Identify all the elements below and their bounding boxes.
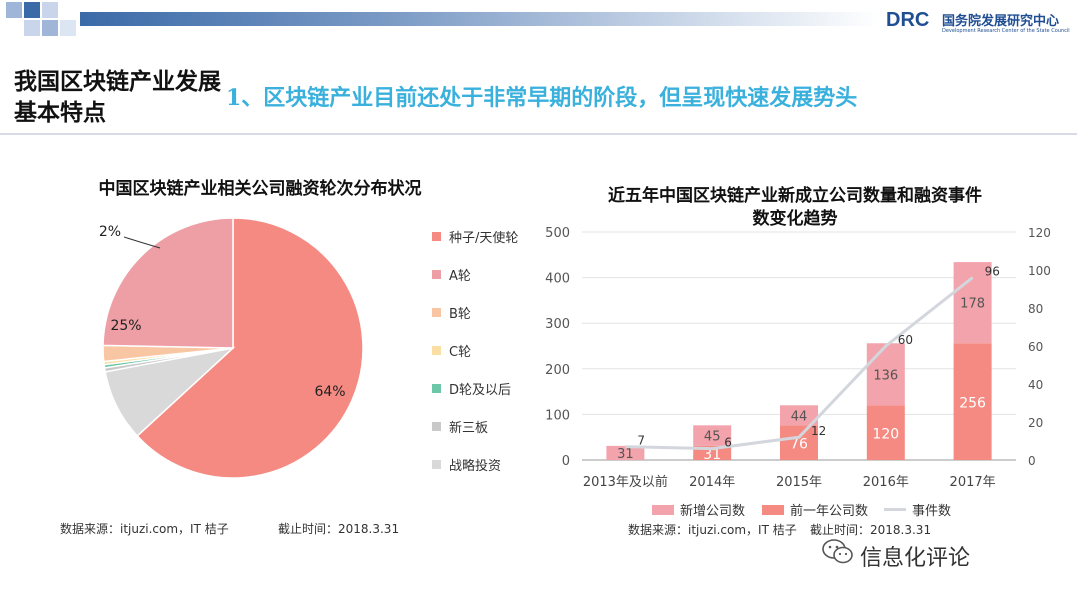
logo-name: 国务院发展研究中心 [942,14,1060,29]
bar-previous-year [780,425,818,460]
y2-tick-label: 20 [1028,416,1043,430]
bar-label-new: 45 [704,430,721,445]
legend-swatch [432,422,441,431]
legend-label: A轮 [449,269,471,284]
y2-tick-label: 100 [1028,264,1051,278]
bar-previous-year [866,405,905,460]
bar-label-previous: 256 [959,396,986,412]
pie-slice-0 [136,217,364,479]
legend-label: 种子/天使轮 [449,231,519,246]
legend-swatch [884,508,906,511]
headline: 1、区块链产业目前还处于非常早期的阶段，但呈现快速发展势头 [226,85,858,111]
pie-label-5: 2% [99,224,121,240]
legend-label: 新增公司数 [680,504,746,519]
legend-swatch [652,505,674,515]
pie-legend-item: 战略投资 [432,455,502,474]
legend-swatch [432,460,441,469]
line-point-label: 6 [724,436,732,450]
line-point-label: 60 [898,333,913,347]
pie-leader-line [123,236,161,249]
bar-source: 数据来源：itjuzi.com，IT 桔子 [628,523,797,537]
pie-chart-title: 中国区块链产业相关公司融资轮次分布状况 [98,179,422,199]
legend-label: 新三板 [449,421,489,436]
pie-label-0: 64% [314,384,345,400]
pie-legend-item: B轮 [432,303,471,322]
bar-chart: 0 100 200 300 400 500 0 20 40 60 80 100 120 31 2013年及以… [545,226,1051,490]
legend-label: 前一年公司数 [790,504,869,519]
bar-label-previous: 76 [790,437,808,453]
title-divider [0,133,1077,135]
legend-swatch [432,308,441,317]
y-tick-label: 400 [545,272,570,287]
bar-new-companies [866,343,905,406]
bar-legend-item: 事件数 [884,500,951,519]
pie-legend-item: A轮 [432,265,471,284]
legend-swatch [432,346,441,355]
legend-swatch [762,505,784,515]
pie-legend-item: C轮 [432,341,472,360]
header-gradient-bar [80,12,880,26]
pie-legend-item: 种子/天使轮 [432,227,519,246]
bar-legend-item: 前一年公司数 [762,500,868,519]
legend-swatch [432,270,441,279]
line-point-label: 12 [811,424,826,438]
bar-new-companies [606,445,645,460]
y-tick-label: 300 [545,317,570,332]
y2-tick-label: 60 [1028,340,1043,354]
x-tick-label: 2016年 [863,475,909,490]
bar-label-new: 136 [873,368,898,383]
bar-label-new: 31 [617,447,634,462]
bar-label-previous: 120 [872,427,899,443]
legend-label: 战略投资 [449,459,502,474]
legend-label: B轮 [449,307,471,322]
line-point-label: 7 [637,434,645,448]
y-tick-label: 200 [545,363,570,378]
y2-tick-label: 40 [1028,378,1043,392]
section-title: 我国区块链产业发展基本特点 [14,68,221,126]
bar-label-previous: 31 [703,447,721,463]
x-tick-label: 2017年 [950,475,996,490]
drc-logo: DRC 国务院发展研究中心 Development Research Cente… [886,8,1071,38]
y-tick-label: 100 [545,408,570,423]
y2-tick-label: 80 [1028,302,1043,316]
legend-swatch [432,232,441,241]
y2-tick-label: 120 [1028,226,1051,240]
bar-label-new: 178 [960,297,985,312]
bar-new-companies [780,405,818,426]
logo-abbreviation: DRC [886,9,930,31]
logo-english-name: Development Research Center of the State… [942,28,1070,34]
watermark-label: 信息化评论 [860,546,971,571]
bar-previous-year [953,343,992,460]
top-banner: DRC 国务院发展研究中心 Development Research Cente… [0,0,1077,36]
pie-legend-item: 新三板 [432,417,489,436]
x-tick-label: 2013年及以前 [583,474,668,490]
wechat-icon [822,539,853,564]
bar-chart-title-line2: 数变化趋势 [752,209,838,229]
pie-slice-6 [102,217,234,349]
pie-chart: 64%9%2%25% [99,217,364,479]
bar-new-companies [953,262,992,344]
legend-label: 事件数 [912,504,952,519]
bar-cutoff: 截止时间：2018.3.31 [810,523,932,537]
bar-label-new: 44 [791,409,808,424]
line-point-label: 96 [985,265,1000,279]
bar-legend: 新增公司数 前一年公司数 事件数 [652,500,1012,519]
decorative-squares [0,0,90,40]
y-tick-label: 0 [562,454,570,469]
pie-legend-item: D轮及以后 [432,379,512,398]
x-tick-label: 2014年 [689,475,735,490]
legend-swatch [432,384,441,393]
legend-label: C轮 [449,345,472,360]
pie-label-6: 25% [110,318,141,334]
y2-tick-label: 0 [1028,454,1036,468]
bar-legend-item: 新增公司数 [652,500,745,519]
bar-new-companies [693,425,732,446]
pie-cutoff: 截止时间：2018.3.31 [278,522,400,536]
x-tick-label: 2015年 [776,475,822,490]
legend-label: D轮及以后 [449,383,512,398]
bar-chart-title-line1: 近五年中国区块链产业新成立公司数量和融资事件 [608,186,982,206]
y-tick-label: 500 [545,226,570,241]
event-count-line [625,276,974,451]
pie-source: 数据来源：itjuzi.com，IT 桔子 [60,522,229,536]
